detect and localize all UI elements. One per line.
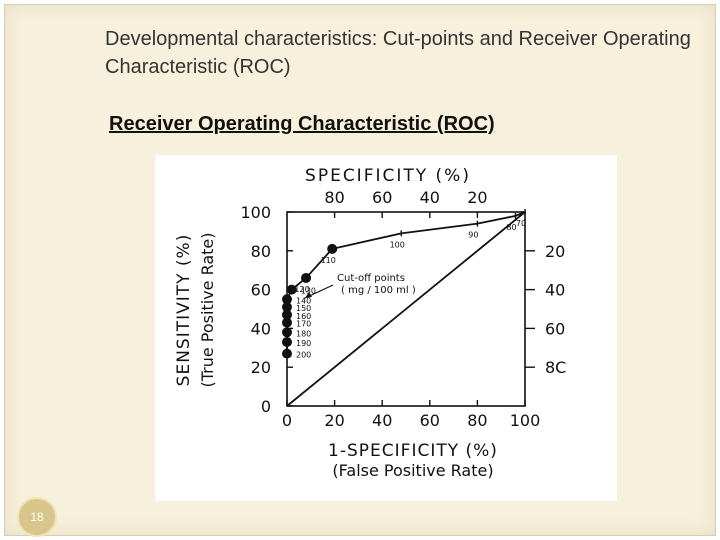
x-tick-label: 0 — [282, 411, 292, 430]
cutoff-annotation-line2: ( mg / 100 ml ) — [341, 285, 416, 296]
cutoff-annotation-line1: Cut-off points — [337, 273, 405, 284]
cutoff-point-label: 120 — [294, 285, 309, 294]
cutoff-point-marker — [282, 348, 292, 359]
right-tick-label: 60 — [545, 319, 565, 338]
cutoff-point-marker — [327, 243, 338, 254]
cutoff-point-marker — [282, 309, 292, 320]
cutoff-point-marker — [286, 284, 297, 295]
page-number: 18 — [17, 497, 57, 537]
x-axis-label: 1-SPECIFICITY (%) — [328, 441, 498, 461]
cutoff-point-marker — [282, 317, 292, 328]
right-tick-label: 20 — [545, 242, 565, 261]
slide-subtitle: Receiver Operating Characteristic (ROC) — [109, 113, 495, 135]
y-axis-sublabel: (True Positive Rate) — [198, 232, 217, 387]
cutoff-point-label: 190 — [296, 339, 311, 348]
cutoff-point-label: 180 — [296, 329, 311, 338]
cutoff-point-label: 170 — [296, 320, 311, 329]
cutoff-point-marker — [282, 302, 292, 313]
cutoff-point-marker — [282, 294, 292, 305]
slide-title: Developmental characteristics: Cut-point… — [105, 28, 691, 78]
cutoff-point-label: 130 — [301, 287, 316, 296]
y-tick-label: 20 — [251, 358, 271, 377]
slide: Developmental characteristics: Cut-point… — [4, 4, 716, 537]
cutoff-point-label: 110 — [321, 256, 336, 265]
cutoff-point-label: 90 — [468, 231, 478, 240]
x-tick-label: 20 — [324, 411, 344, 430]
top-axis-label: SPECIFICITY (%) — [305, 166, 471, 186]
annotation-arrowhead — [305, 292, 312, 298]
cutoff-point-label: 160 — [296, 312, 311, 321]
y-tick-label: 100 — [240, 203, 271, 222]
x-tick-label: 100 — [510, 411, 541, 430]
y-tick-label: 80 — [251, 242, 271, 261]
cutoff-point-label: 200 — [296, 351, 311, 360]
roc-figure: SPECIFICITY (%) 1-SPECIFICITY (%) (False… — [155, 155, 617, 501]
right-tick-label: 40 — [545, 281, 565, 300]
y-axis-label: SENSITIVITY (%) — [174, 234, 194, 387]
x-tick-label: 60 — [420, 411, 440, 430]
roc-chart: SPECIFICITY (%) 1-SPECIFICITY (%) (False… — [174, 166, 566, 480]
top-tick-label: 20 — [467, 188, 487, 207]
x-tick-label: 40 — [372, 411, 392, 430]
y-tick-label: 0 — [261, 397, 271, 416]
cutoff-point-label: 80 — [506, 223, 516, 232]
roc-curve — [286, 211, 526, 407]
y-tick-label: 60 — [251, 281, 271, 300]
y-tick-label: 40 — [251, 319, 271, 338]
top-tick-label: 60 — [372, 188, 392, 207]
cutoff-point-label: 70 — [516, 219, 526, 228]
cutoff-point-label: 100 — [390, 240, 405, 249]
cutoff-point-label: 140 — [296, 296, 311, 305]
x-axis-sublabel: (False Positive Rate) — [332, 461, 493, 480]
cutoff-point-label: 150 — [296, 304, 311, 313]
top-tick-label: 80 — [324, 188, 344, 207]
top-tick-label: 40 — [420, 188, 440, 207]
cutoff-point-marker — [282, 327, 292, 338]
cutoff-point-marker — [301, 272, 312, 283]
x-tick-label: 80 — [467, 411, 487, 430]
right-tick-label: 8C — [545, 358, 566, 377]
cutoff-point-marker — [282, 336, 292, 347]
